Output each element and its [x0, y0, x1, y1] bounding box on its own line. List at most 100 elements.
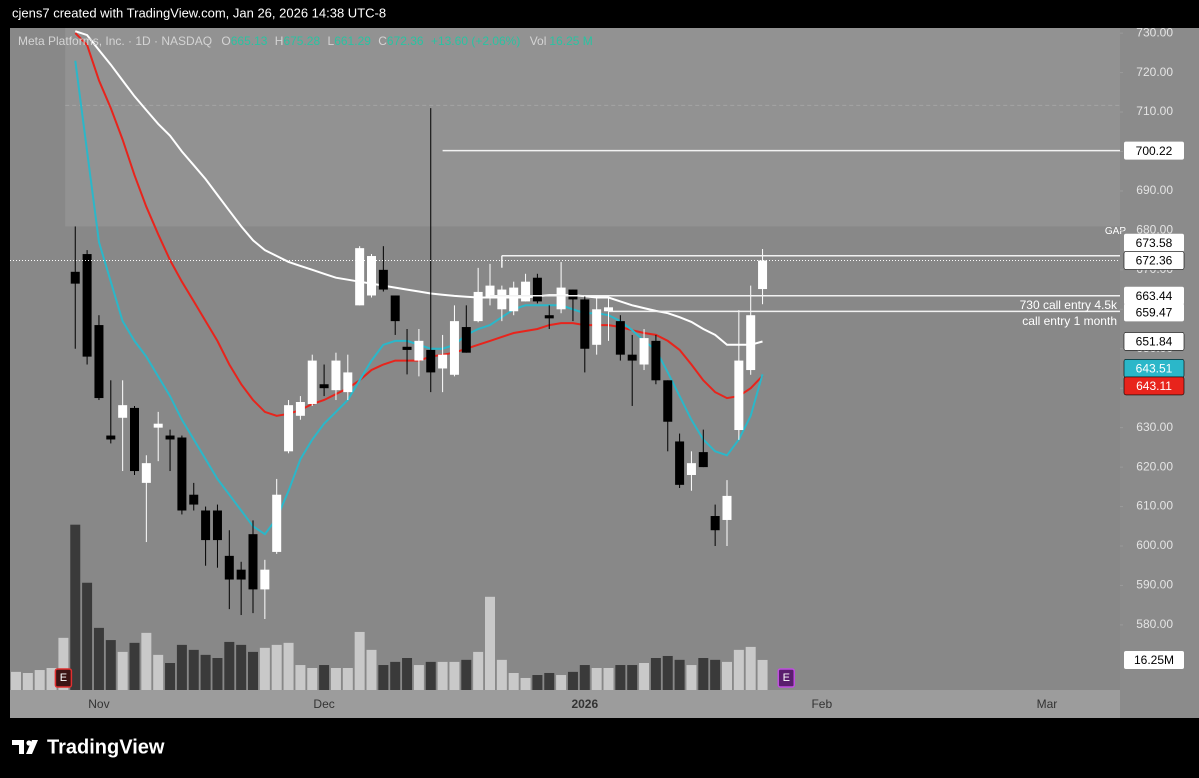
candle-body [212, 510, 222, 541]
candle-body [532, 277, 542, 302]
legend-l: L [328, 34, 335, 48]
candle-body [177, 437, 187, 511]
volume-bar [437, 661, 448, 690]
candle-body [236, 569, 246, 580]
y-tick-label: 630.00 [1136, 420, 1173, 434]
legend-close: 672.36 [387, 34, 424, 48]
volume-bar [413, 665, 424, 690]
candle-body [698, 452, 708, 468]
ma-label: 643.11 [1136, 379, 1172, 393]
volume-bar [425, 661, 436, 690]
volume-bar [248, 651, 258, 690]
candle-body [355, 248, 365, 306]
volume-bar [200, 654, 211, 690]
gap-zone [65, 28, 1120, 227]
volume-bar [319, 665, 330, 690]
volume-bar [698, 658, 709, 690]
volume-bar [567, 671, 578, 690]
ma-label: 651.84 [1136, 335, 1173, 349]
level-box [1124, 141, 1184, 160]
legend-vol: Vol [530, 34, 547, 48]
earnings-marker: E [60, 672, 67, 684]
candle-body [438, 354, 448, 369]
candle-body [722, 495, 732, 520]
candle-body [70, 271, 80, 284]
level-box [1124, 286, 1184, 305]
gap-label: GAP [1105, 226, 1126, 237]
legend-low: 661.29 [334, 34, 371, 48]
candle-body [153, 423, 163, 428]
volume-bar [674, 659, 685, 690]
level-box [1124, 303, 1184, 322]
volume-bar [58, 637, 69, 690]
volume-bar [129, 642, 140, 690]
legend-high: 675.28 [283, 34, 320, 48]
candle-body [319, 384, 329, 389]
volume-bar [224, 641, 235, 690]
candle-body [686, 463, 696, 475]
candle-body [118, 405, 128, 418]
candle-body [106, 435, 116, 440]
earnings-box [777, 668, 795, 688]
candle-body [651, 340, 661, 381]
volume-bar [650, 658, 661, 690]
candle-body [710, 516, 720, 531]
volume-bar [627, 665, 638, 690]
ma-label-box [1123, 376, 1185, 396]
volume-bar [271, 644, 282, 690]
volume-bar [556, 675, 567, 690]
y-tick-label: 620.00 [1136, 459, 1173, 473]
candle-body [224, 555, 234, 580]
legend-change: +13.60 (+2.06%) [431, 34, 520, 48]
earnings-box [54, 668, 73, 688]
time-axis [10, 690, 1120, 718]
legend-o: O [221, 34, 230, 48]
volume-bar [733, 649, 744, 690]
volume-label: 16.25M [1134, 653, 1174, 667]
volume-bar [544, 672, 555, 690]
candle-body [414, 340, 424, 361]
volume-bar [520, 677, 531, 690]
candle-body [734, 360, 744, 431]
volume-bar [449, 661, 460, 690]
candle-body [141, 463, 151, 483]
level-label: 663.44 [1136, 289, 1173, 303]
y-tick-label: 580.00 [1136, 617, 1173, 631]
volume-bar [46, 667, 57, 690]
candle-body [497, 289, 507, 310]
price-pane [10, 28, 1120, 690]
x-tick-label: Mar [1037, 697, 1058, 711]
volume-bar [105, 640, 116, 690]
candle-body [521, 281, 531, 302]
y-tick-label: 690.00 [1136, 183, 1173, 197]
candle-body [509, 287, 519, 312]
volume-bar [11, 671, 21, 690]
volume-bar [496, 659, 507, 690]
logo-text: TradingView [47, 736, 165, 758]
volume-bar [70, 524, 81, 690]
volume-bar [330, 667, 341, 690]
logo-dot [26, 740, 32, 746]
volume-bar [722, 661, 732, 690]
candle-body [272, 494, 282, 552]
candle-body [758, 260, 768, 290]
x-tick-label: Nov [88, 697, 109, 711]
level-label: 659.47 [1136, 306, 1173, 320]
volume-bar [639, 663, 650, 690]
volume-label-box [1124, 651, 1184, 669]
volume-bar [686, 665, 697, 690]
level-box [1124, 233, 1184, 252]
volume-bar [591, 667, 602, 690]
x-tick-label: 2026 [571, 697, 598, 711]
volume-bar [461, 659, 472, 690]
level-label: 673.58 [1136, 236, 1173, 250]
candle-body [343, 372, 353, 393]
candle-body [189, 494, 199, 505]
volume-bar [117, 651, 128, 690]
legend-vol-value: 16.25 M [549, 34, 592, 48]
volume-bar [93, 627, 104, 690]
candle-body [307, 360, 317, 404]
volume-bar [295, 665, 306, 690]
